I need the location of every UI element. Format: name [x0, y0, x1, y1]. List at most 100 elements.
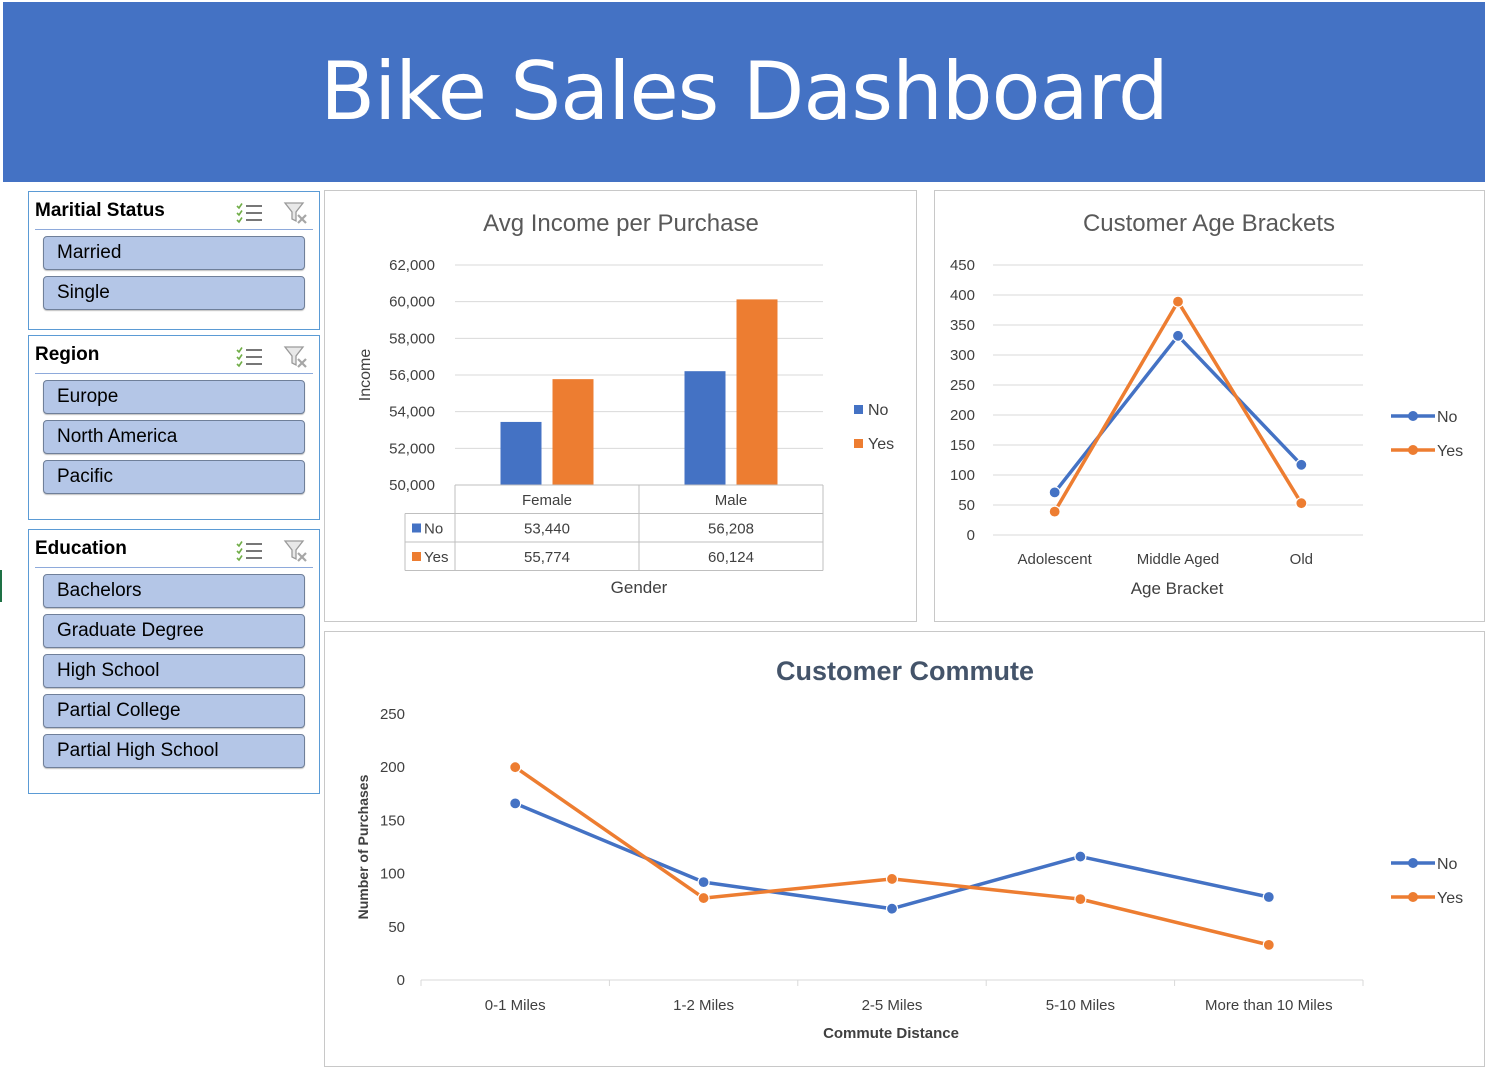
slicer-item-single[interactable]: Single	[43, 276, 305, 310]
multi-select-icon[interactable]	[235, 202, 263, 224]
y-axis-title: Income	[357, 349, 374, 402]
x-category-label: 1-2 Miles	[673, 997, 734, 1014]
bar-no-male	[684, 371, 726, 485]
slicer-item-graduate-degree[interactable]: Graduate Degree	[43, 614, 305, 648]
bar-yes-female	[552, 379, 594, 485]
table-legend-key-no	[412, 523, 421, 533]
x-category-label: Female	[522, 492, 572, 509]
y-tick-label: 0	[397, 972, 405, 989]
y-tick-label: 56,000	[389, 367, 435, 384]
slicer-item-europe[interactable]: Europe	[43, 380, 305, 414]
data-point-yes-2-5-miles	[885, 872, 899, 886]
slicer-item-pacific[interactable]: Pacific	[43, 460, 305, 494]
y-tick-label: 52,000	[389, 440, 435, 457]
y-tick-label: 50	[388, 919, 405, 936]
data-point-no-5-10-miles	[1074, 850, 1087, 863]
y-tick-label: 150	[950, 437, 975, 454]
table-value: 56,208	[708, 521, 754, 538]
series-line-no	[514, 801, 1270, 911]
data-point-yes-5-10-miles	[1074, 893, 1087, 906]
legend-key-yes	[854, 439, 863, 448]
legend-marker-yes	[1408, 445, 1418, 455]
table-series-label: No	[424, 521, 443, 538]
bar-no-female	[500, 421, 542, 485]
y-tick-label: 250	[950, 377, 975, 394]
data-point-no-adolescent	[1048, 486, 1061, 499]
commute-chart: Customer Commute 0 50 100 150 200 250 0-1 Miles…	[355, 656, 1463, 1042]
y-tick-label: 300	[950, 347, 975, 364]
y-tick-label: 250	[380, 706, 405, 723]
data-point-yes-more-than-10-miles	[1262, 938, 1275, 951]
age-brackets-chart: Customer Age Brackets 0 50 100 150 200 250 300 3…	[950, 210, 1463, 598]
dashboard-header: Bike Sales Dashboard	[3, 2, 1485, 182]
legend-label: Yes	[1437, 890, 1463, 907]
y-tick-label: 60,000	[389, 294, 435, 311]
y-tick-label: 54,000	[389, 404, 435, 421]
legend-label: Yes	[868, 436, 894, 453]
data-point-yes-1-2-miles	[697, 891, 710, 905]
multi-select-icon[interactable]	[235, 346, 263, 368]
data-point-yes-old	[1295, 497, 1308, 510]
slicer-item-partial-high-school[interactable]: Partial High School	[43, 734, 305, 768]
y-tick-label: 450	[950, 257, 975, 274]
data-point-no-old	[1295, 458, 1308, 471]
bar-yes-male	[736, 299, 778, 485]
selection-edge	[0, 570, 2, 602]
slicer-header: Region	[35, 336, 313, 374]
data-point-yes-middle-aged	[1171, 295, 1185, 308]
slicer-item-list: Europe North America Pacific	[29, 374, 319, 508]
legend-marker-no	[1408, 411, 1418, 421]
data-point-no-2-5-miles	[885, 902, 899, 915]
table-value: 53,440	[524, 521, 570, 538]
x-category-label: Adolescent	[1018, 551, 1093, 568]
chart-title: Avg Income per Purchase	[483, 210, 759, 237]
slicer-education: Education Bachelors Graduate Degree High Sc…	[28, 529, 320, 794]
y-tick-label: 200	[380, 759, 405, 776]
avg-income-chart-panel: Avg Income per Purchase 50,000 52,000 54,00…	[324, 190, 917, 622]
y-tick-label: 100	[380, 866, 405, 883]
y-tick-label: 400	[950, 287, 975, 304]
legend-key-no	[854, 405, 863, 414]
slicer-marital-status: Maritial Status Married Single	[28, 191, 320, 330]
chart-title: Customer Commute	[776, 656, 1034, 686]
data-point-no-more-than-10-miles	[1262, 890, 1275, 904]
y-tick-label: 0	[967, 527, 975, 544]
slicer-item-partial-college[interactable]: Partial College	[43, 694, 305, 728]
age-brackets-chart-panel: Customer Age Brackets 0 50 100 150 200 250 300 3…	[934, 190, 1485, 622]
series-line-yes	[514, 765, 1270, 947]
y-tick-label: 100	[950, 467, 975, 484]
data-point-yes-adolescent	[1048, 505, 1061, 518]
series-line-no	[1053, 334, 1303, 494]
clear-filter-icon[interactable]	[283, 538, 309, 564]
legend-label: Yes	[1437, 443, 1463, 460]
legend-marker-yes	[1408, 892, 1418, 902]
legend-marker-no	[1408, 858, 1418, 868]
slicer-header: Maritial Status	[35, 192, 313, 230]
slicer-title: Maritial Status	[35, 200, 165, 221]
table-legend-key-yes	[412, 552, 421, 561]
multi-select-icon[interactable]	[235, 540, 263, 562]
y-axis-title: Number of Purchases	[355, 774, 371, 919]
x-category-label: Middle Aged	[1137, 551, 1220, 568]
data-point-yes-0-1-miles	[509, 761, 522, 774]
data-point-no-middle-aged	[1171, 329, 1185, 342]
commute-chart-panel: Customer Commute 0 50 100 150 200 250 0-1 Miles…	[324, 631, 1485, 1067]
y-tick-label: 150	[380, 812, 405, 829]
x-category-label: 2-5 Miles	[862, 997, 923, 1014]
x-category-label: Male	[715, 492, 748, 509]
y-tick-label: 62,000	[389, 257, 435, 274]
slicer-item-bachelors[interactable]: Bachelors	[43, 574, 305, 608]
dashboard-title: Bike Sales Dashboard	[320, 45, 1169, 138]
clear-filter-icon[interactable]	[283, 344, 309, 370]
slicer-title: Education	[35, 538, 127, 559]
slicer-region: Region Europe North America Pacific	[28, 335, 320, 520]
x-category-label: More than 10 Miles	[1205, 997, 1333, 1014]
slicer-item-north-america[interactable]: North America	[43, 420, 305, 454]
clear-filter-icon[interactable]	[283, 200, 309, 226]
slicer-item-married[interactable]: Married	[43, 236, 305, 270]
slicer-item-list: Married Single	[29, 230, 319, 324]
slicer-item-high-school[interactable]: High School	[43, 654, 305, 688]
y-tick-label: 50,000	[389, 477, 435, 494]
y-tick-label: 350	[950, 317, 975, 334]
x-axis-title: Age Bracket	[1131, 579, 1224, 598]
